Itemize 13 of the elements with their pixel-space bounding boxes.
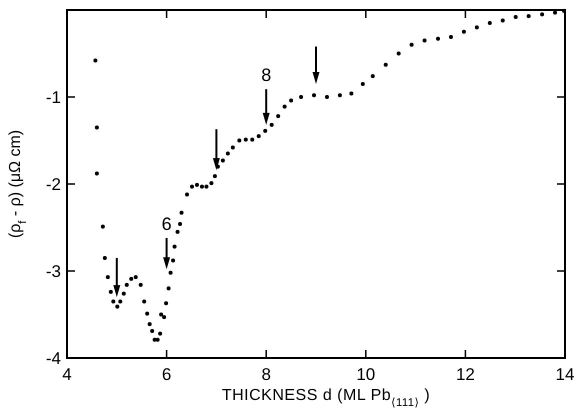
x-tick-label: 6 [162, 365, 172, 384]
annotation: 6 [162, 214, 172, 234]
y-tick-label: -1 [46, 88, 61, 107]
x-axis-title: THICKNESS d (ML Pb$_{⟨111⟩}$) [222, 387, 430, 409]
x-tick-label: 10 [356, 365, 376, 384]
y-tick-label: -3 [46, 262, 61, 281]
x-tick-label: 12 [456, 365, 475, 384]
annotation: 8 [261, 65, 272, 86]
y-tick-label: -4 [46, 349, 61, 368]
x-tick-label: 14 [556, 365, 574, 384]
x-tick-label: 8 [261, 365, 271, 384]
x-tick-label: 4 [62, 365, 72, 384]
y-tick-label: -2 [46, 175, 61, 194]
